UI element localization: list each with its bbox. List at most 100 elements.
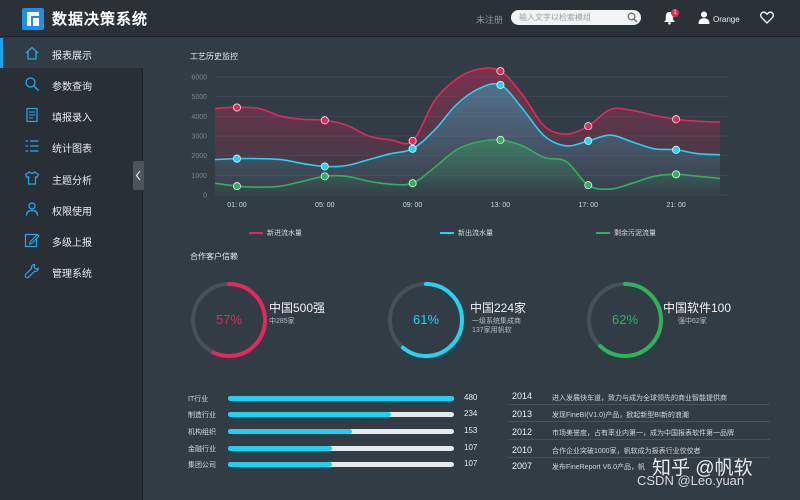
x-tick-label: 09: 00 <box>403 202 423 209</box>
sidebar-item-form[interactable]: 填报录入 <box>0 100 143 130</box>
ring-percent: 61% <box>412 312 440 327</box>
sidebar-item-label: 权限使用 <box>52 207 92 218</box>
data-point <box>584 181 593 190</box>
x-tick-label: 21: 00 <box>666 202 686 209</box>
bar-track <box>228 429 454 434</box>
sidebar-item-label: 填报录入 <box>52 113 92 124</box>
search-input[interactable] <box>511 10 641 25</box>
bar-label: 集团公司 <box>188 462 216 469</box>
bar-value: 153 <box>464 426 478 435</box>
sidebar-item-label: 报表展示 <box>52 51 92 62</box>
process-area-chart: 0 1000 2000 3000 4000 5000 6000 01: 00 05: 00 09:… <box>191 67 728 209</box>
sidebar-item-label: 管理系统 <box>52 269 92 280</box>
ring-chart-software <box>587 282 663 358</box>
search-icon[interactable] <box>627 12 638 23</box>
bar-label: 机构组织 <box>188 429 216 436</box>
sidebar-item-report[interactable]: 报表展示 <box>0 38 143 68</box>
x-tick-label: 13: 00 <box>491 202 511 209</box>
bar-value: 234 <box>464 409 478 418</box>
timeline-text: 合作企业突破1000家，帆软成为报表行业佼佼者 <box>552 448 701 455</box>
ring-subtitle: 中285家 <box>269 318 295 325</box>
partners-section-title: 合作客户信赖 <box>190 252 238 261</box>
process-section-title: 工艺历史监控 <box>190 52 238 61</box>
data-point <box>408 136 417 145</box>
app-title: 数据决策系统 <box>52 11 149 28</box>
timeline-text: 发现FineBI(V1.0)产品，掀起新型BI新的浪潮 <box>552 412 689 419</box>
app-logo-icon <box>22 8 44 30</box>
timeline-text: 发布FineReport V6.0产品，帆 <box>552 464 645 471</box>
sidebar-item-query[interactable]: 参数查询 <box>0 69 143 99</box>
data-point <box>496 135 505 144</box>
sidebar-item-label: 参数查询 <box>52 82 92 93</box>
sidebar-item-label: 统计图表 <box>52 144 92 155</box>
timeline-text: 进入发展快车道，致力与成为全球领先的商业智能提供商 <box>552 395 727 402</box>
data-point <box>496 80 505 89</box>
sidebar-item-admin[interactable]: 管理系统 <box>0 256 143 286</box>
sidebar-item-charts[interactable]: 统计图表 <box>0 131 143 161</box>
data-point <box>320 116 329 125</box>
notification-badge: 1 <box>671 9 679 17</box>
chevron-left-icon <box>135 170 141 181</box>
data-point <box>320 172 329 181</box>
watermark-zhihu: 知乎 @帆软 <box>652 458 753 479</box>
legend-label-inflow: 新进流水量 <box>267 230 302 237</box>
x-tick-label: 01: 00 <box>227 202 247 209</box>
ring-chart-224 <box>388 282 464 358</box>
legend-swatch-inflow <box>249 232 263 234</box>
data-point <box>232 182 241 191</box>
sidebar-item-label: 主题分析 <box>52 176 92 187</box>
user-name[interactable]: Orange <box>713 15 740 24</box>
bar-fill <box>228 396 454 401</box>
series-area <box>215 139 720 195</box>
user-icon[interactable] <box>698 11 710 24</box>
sidebar-collapse-button[interactable] <box>133 161 144 190</box>
y-tick-label: 0 <box>203 193 207 200</box>
ring-subtitle: 137家用帆软 <box>472 327 512 334</box>
bar-label: IT行业 <box>188 396 209 403</box>
y-tick-label: 4000 <box>191 114 207 121</box>
bar-label: 制造行业 <box>188 412 216 419</box>
data-point <box>320 162 329 171</box>
ring-title: 中国224家 <box>470 301 527 315</box>
y-tick-label: 1000 <box>191 173 207 180</box>
legend-swatch-outflow <box>440 232 454 234</box>
heart-icon[interactable] <box>760 11 774 24</box>
x-tick-label: 17: 00 <box>579 202 599 209</box>
sidebar-item-report-up[interactable]: 多级上报 <box>0 225 143 255</box>
bar-track <box>228 462 454 467</box>
data-point <box>232 154 241 163</box>
ring-subtitle: 一级系统集成商 <box>472 318 521 325</box>
bar-label: 金融行业 <box>188 446 216 453</box>
legend-swatch-sludge <box>596 232 610 234</box>
edit-icon <box>24 233 40 248</box>
series-area <box>215 83 720 195</box>
bar-fill <box>228 412 391 417</box>
sidebar-item-analysis[interactable]: 主题分析 <box>0 163 143 193</box>
ring-subtitle: 强中62家 <box>678 318 707 325</box>
ring-percent: 62% <box>611 312 639 327</box>
timeline-year: 2010 <box>512 445 533 455</box>
data-point <box>496 67 505 76</box>
series-line <box>214 138 721 191</box>
sidebar: 报表展示 参数查询 填报录入 统计图表 主题分析 权限使用 多级上报 管理系统 <box>0 38 143 500</box>
ring-chart-500 <box>191 282 267 358</box>
home-icon <box>25 46 39 60</box>
ring-progress-arc <box>388 282 464 358</box>
bar-value: 107 <box>464 443 478 452</box>
timeline-divider <box>508 404 770 405</box>
data-point <box>408 179 417 188</box>
ring-progress-arc <box>587 282 663 358</box>
list-icon <box>25 140 39 152</box>
data-point <box>232 103 241 112</box>
form-icon <box>26 107 38 123</box>
legend-label-sludge: 剩余污泥流量 <box>614 230 656 237</box>
bar-value: 480 <box>464 393 478 402</box>
search-icon <box>25 77 39 91</box>
bar-fill <box>228 446 332 451</box>
unregistered-link[interactable]: 未注册 <box>476 15 504 25</box>
sidebar-item-permission[interactable]: 权限使用 <box>0 194 143 224</box>
wrench-icon <box>24 263 40 279</box>
y-tick-label: 3000 <box>191 134 207 141</box>
bar-track <box>228 446 454 451</box>
series-line <box>214 82 721 168</box>
